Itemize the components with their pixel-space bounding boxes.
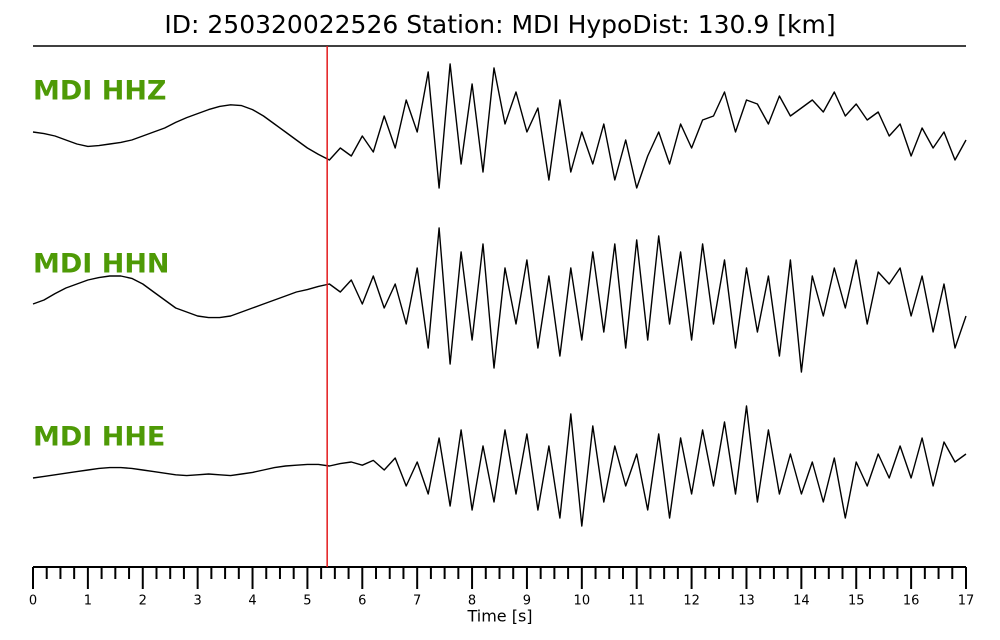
- x-tick-label: 6: [358, 594, 366, 609]
- x-tick-label: 9: [523, 594, 531, 609]
- x-tick-label: 10: [574, 594, 591, 609]
- x-tick-label: 0: [29, 594, 37, 609]
- waveform: [32, 63, 967, 189]
- x-tick-label: 3: [194, 594, 202, 609]
- x-tick-label: 2: [139, 594, 147, 609]
- x-tick-label: 5: [303, 594, 311, 609]
- x-tick-label: 8: [468, 594, 476, 609]
- x-tick-label: 4: [248, 594, 256, 609]
- x-axis-label: Time [s]: [466, 607, 532, 626]
- trace-label: MDI HHZ: [33, 76, 167, 107]
- x-tick-label: 14: [793, 594, 810, 609]
- x-tick-label: 13: [738, 594, 755, 609]
- x-tick-label: 11: [628, 594, 645, 609]
- x-tick-label: 17: [958, 594, 975, 609]
- waveform: [32, 227, 967, 373]
- x-tick-label: 1: [84, 594, 92, 609]
- trace-label: MDI HHN: [33, 249, 170, 280]
- x-tick-label: 7: [413, 594, 421, 609]
- x-tick-label: 12: [683, 594, 700, 609]
- chart-title: ID: 250320022526 Station: MDI HypoDist: …: [164, 10, 835, 39]
- x-tick-label: 16: [903, 594, 920, 609]
- trace-label: MDI HHE: [33, 422, 165, 453]
- x-tick-label: 15: [848, 594, 865, 609]
- waveform: [32, 405, 967, 527]
